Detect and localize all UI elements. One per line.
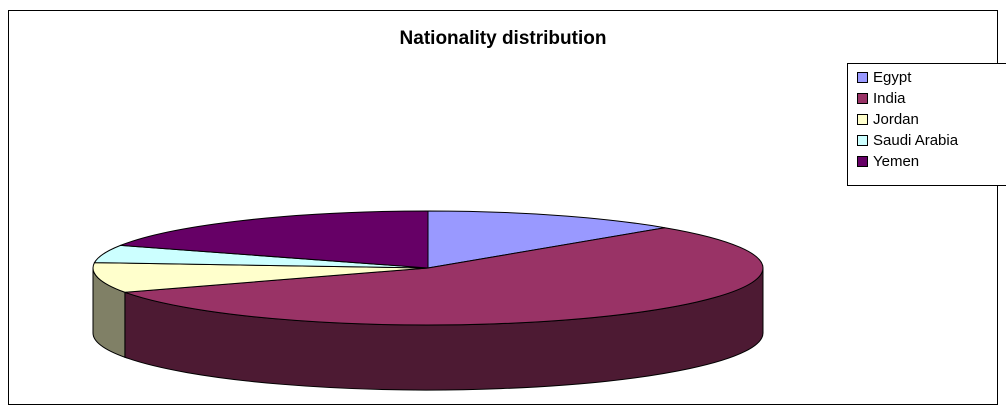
legend-swatch: [857, 135, 868, 146]
pie-slice-egypt: [427, 210, 665, 269]
legend-item: India: [857, 88, 1006, 109]
legend-swatch: [857, 72, 868, 83]
pie-slice-jordan: [92, 262, 429, 293]
pie-top: [92, 210, 764, 326]
pie-slice-yemen: [120, 210, 429, 269]
legend-label: Yemen: [873, 153, 920, 170]
legend-swatch: [857, 93, 868, 104]
legend: Egypt India Jordan Saudi Arabia Yemen: [847, 63, 1006, 186]
legend-item: Jordan: [857, 109, 1006, 130]
pie-sides: [92, 267, 764, 391]
legend-label: Egypt: [873, 69, 912, 86]
legend-swatch: [857, 156, 868, 167]
legend-item: Egypt: [857, 67, 1006, 88]
chart-title: Nationality distribution: [399, 28, 607, 49]
legend-item: Saudi Arabia: [857, 130, 1006, 151]
legend-label: India: [873, 90, 906, 107]
legend-label: Jordan: [873, 111, 919, 128]
legend-label: Saudi Arabia: [873, 132, 959, 149]
legend-item: Yemen: [857, 151, 1006, 172]
pie-slice-india: [124, 227, 764, 326]
legend-swatch: [857, 114, 868, 125]
